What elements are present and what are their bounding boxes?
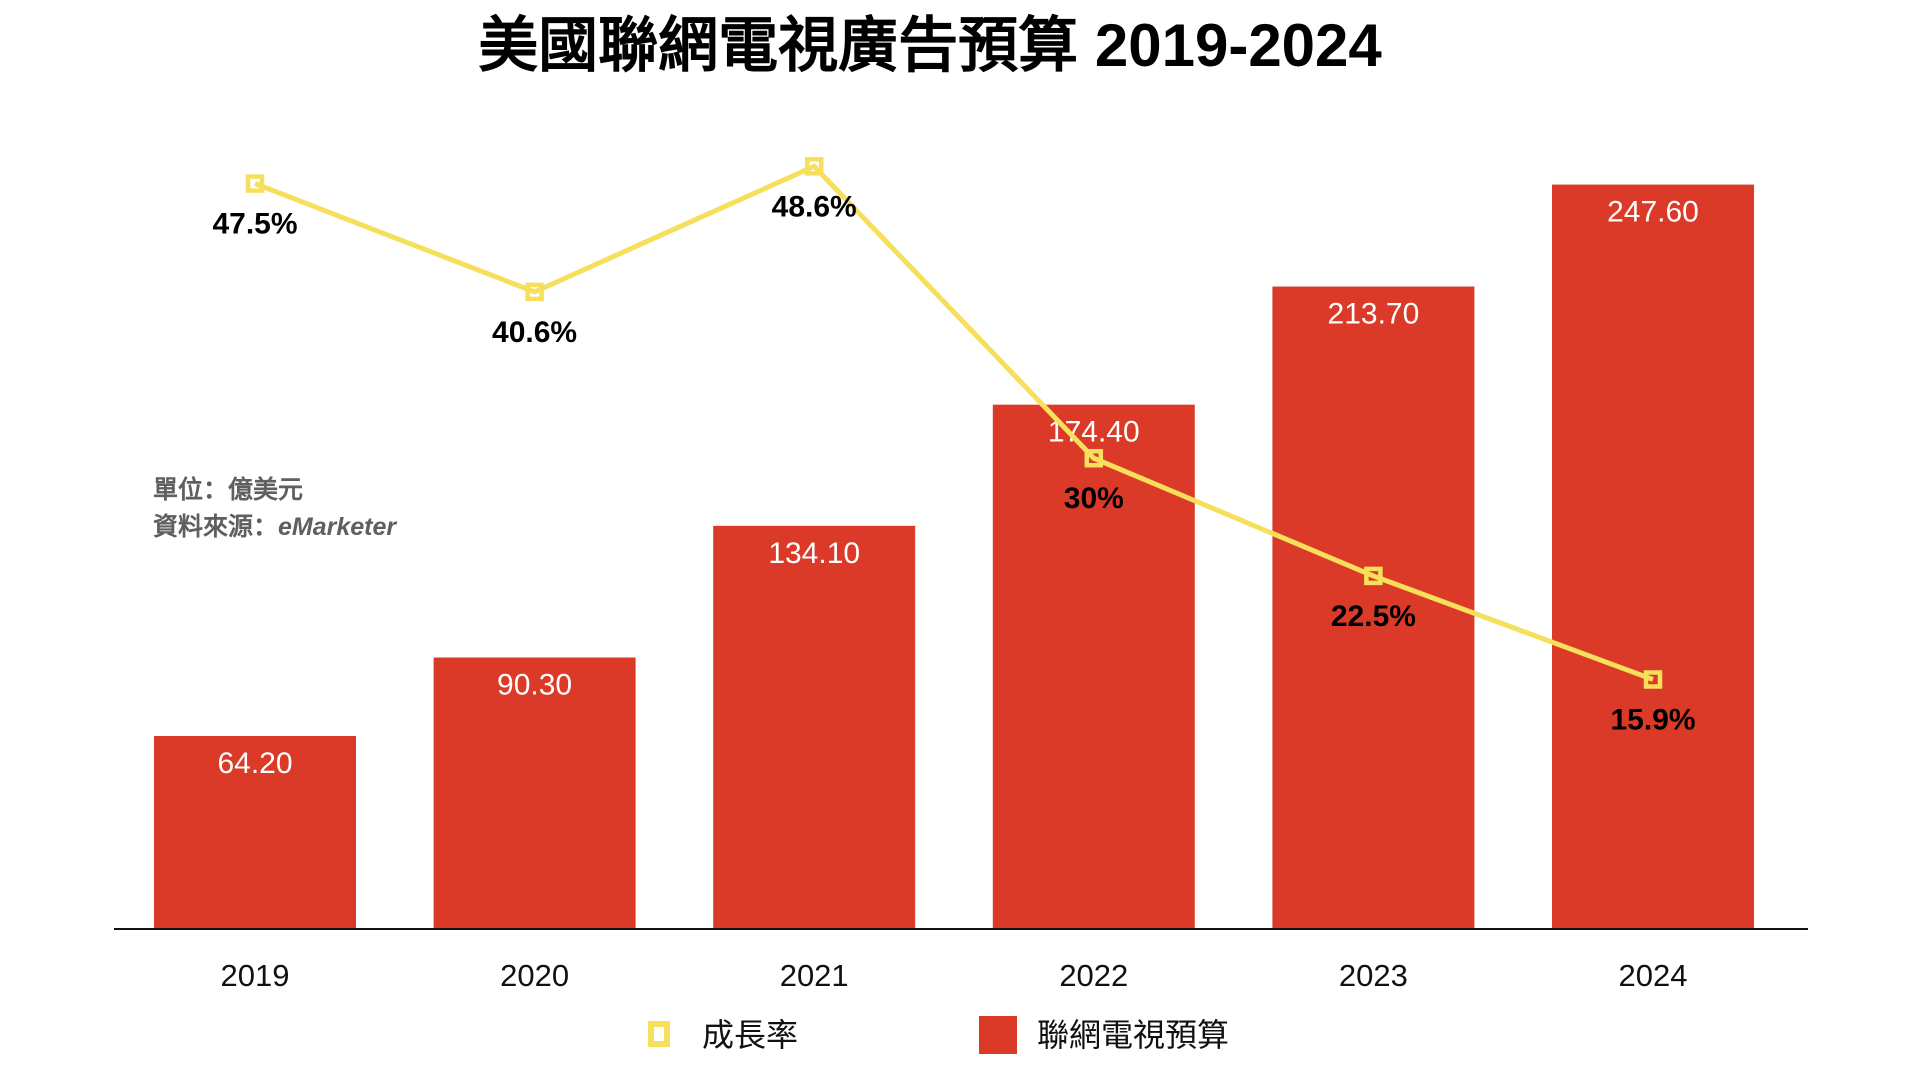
source-note: 資料來源：eMarketer — [153, 513, 397, 541]
legend: 成長率 聯網電視預算 — [648, 1016, 1229, 1054]
bar-label-2023: 213.70 — [1328, 298, 1420, 331]
bar-label-2024: 247.60 — [1607, 196, 1699, 229]
growth-rate-label-2022: 30% — [1064, 482, 1124, 515]
legend-hollow-square-icon — [648, 1021, 670, 1047]
growth-rate-marker-2021 — [804, 157, 824, 176]
legend-item-ctv-budget[interactable]: 聯網電視預算 — [979, 1016, 1229, 1054]
x-tick-label-2024: 2024 — [1619, 958, 1688, 993]
x-tick-label-2023: 2023 — [1339, 958, 1408, 993]
growth-rate-label-2021: 48.6% — [772, 190, 857, 223]
line-series — [254, 163, 1654, 682]
legend-filled-square-icon — [979, 1016, 1017, 1054]
growth-rate-label-2023: 22.5% — [1331, 600, 1416, 633]
x-tick-label-2020: 2020 — [500, 958, 569, 993]
chart-notes: 單位：億美元 資料來源：eMarketer — [153, 475, 397, 541]
bar-2023 — [1272, 286, 1475, 929]
growth-rate-marker-2024 — [1643, 670, 1663, 689]
x-tick-label-2019: 2019 — [221, 958, 290, 993]
growth-rate-label-2024: 15.9% — [1610, 703, 1695, 736]
legend-item-growth-rate[interactable]: 成長率 — [648, 1017, 798, 1053]
x-tick-label-2021: 2021 — [780, 958, 849, 993]
bar-2019 — [154, 735, 356, 929]
bar-data-labels: 64.20 90.30 134.10 174.40 213.70 247.60 — [217, 196, 1698, 780]
line-data-labels: 47.5% 40.6% 48.6% 30% 22.5% 15.9% — [212, 190, 1695, 736]
chart-title: 美國聯網電視廣告預算 2019-2024 — [478, 12, 1382, 79]
bar-2020 — [433, 657, 636, 929]
source-note-name: eMarketer — [278, 513, 397, 541]
legend-label-growth-rate: 成長率 — [702, 1017, 798, 1053]
growth-rate-marker-2023 — [1364, 566, 1383, 586]
growth-rate-label-2020: 40.6% — [492, 316, 577, 349]
growth-rate-marker-2022 — [1084, 448, 1104, 468]
bar-label-2019: 64.20 — [217, 747, 292, 780]
x-tick-label-2022: 2022 — [1059, 958, 1128, 993]
unit-note: 單位：億美元 — [153, 475, 303, 504]
bar-label-2021: 134.10 — [768, 537, 860, 570]
bar-series — [154, 184, 1754, 929]
bar-label-2020: 90.30 — [497, 669, 572, 702]
growth-rate-label-2019: 47.5% — [212, 208, 297, 241]
bar-2022 — [992, 404, 1195, 929]
source-note-label: 資料來源： — [153, 513, 278, 541]
growth-rate-marker-2019 — [245, 174, 265, 193]
legend-label-ctv-budget: 聯網電視預算 — [1037, 1017, 1229, 1053]
x-axis-tick-labels: 2019 2020 2021 2022 2023 2024 — [221, 958, 1688, 993]
bar-2021 — [713, 525, 916, 929]
growth-rate-line — [254, 163, 1654, 682]
bar-label-2022: 174.40 — [1048, 416, 1140, 449]
growth-rate-marker-2020 — [525, 282, 544, 302]
bar-2024 — [1552, 184, 1754, 929]
line-markers — [245, 157, 1663, 689]
